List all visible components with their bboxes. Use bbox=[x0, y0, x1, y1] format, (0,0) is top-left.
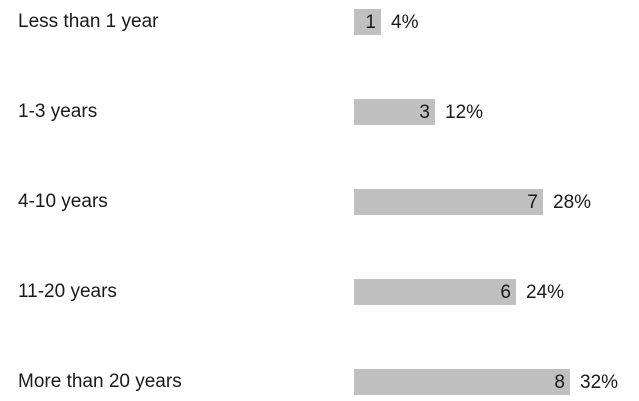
bar bbox=[354, 189, 543, 215]
count-label: 6 bbox=[500, 282, 511, 303]
count-label: 8 bbox=[554, 372, 565, 393]
category-label: 11-20 years bbox=[18, 281, 117, 302]
percent-label: 12% bbox=[445, 102, 483, 123]
percent-label: 28% bbox=[553, 192, 591, 213]
category-label: Less than 1 year bbox=[18, 11, 159, 32]
percent-label: 24% bbox=[526, 282, 564, 303]
percent-label: 4% bbox=[391, 12, 419, 33]
bar bbox=[354, 369, 570, 395]
bar bbox=[354, 9, 381, 35]
bar bbox=[354, 99, 435, 125]
count-label: 7 bbox=[527, 192, 538, 213]
count-label: 1 bbox=[365, 12, 376, 33]
category-label: 4-10 years bbox=[18, 191, 108, 212]
bar bbox=[354, 279, 516, 305]
category-label: 1-3 years bbox=[18, 101, 97, 122]
category-label: More than 20 years bbox=[18, 371, 182, 392]
count-label: 3 bbox=[419, 102, 430, 123]
percent-label: 32% bbox=[580, 372, 618, 393]
